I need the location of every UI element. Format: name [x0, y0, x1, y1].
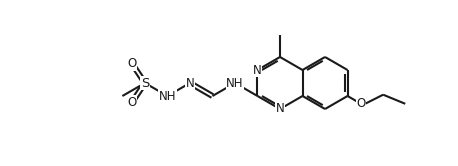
Text: O: O: [356, 97, 365, 110]
Text: O: O: [127, 96, 136, 109]
Text: N: N: [185, 77, 194, 89]
Text: S: S: [141, 77, 149, 89]
Text: N: N: [276, 102, 284, 116]
Text: NH: NH: [158, 89, 176, 102]
Text: NH: NH: [226, 77, 244, 89]
Text: N: N: [253, 64, 262, 77]
Text: O: O: [127, 57, 136, 70]
